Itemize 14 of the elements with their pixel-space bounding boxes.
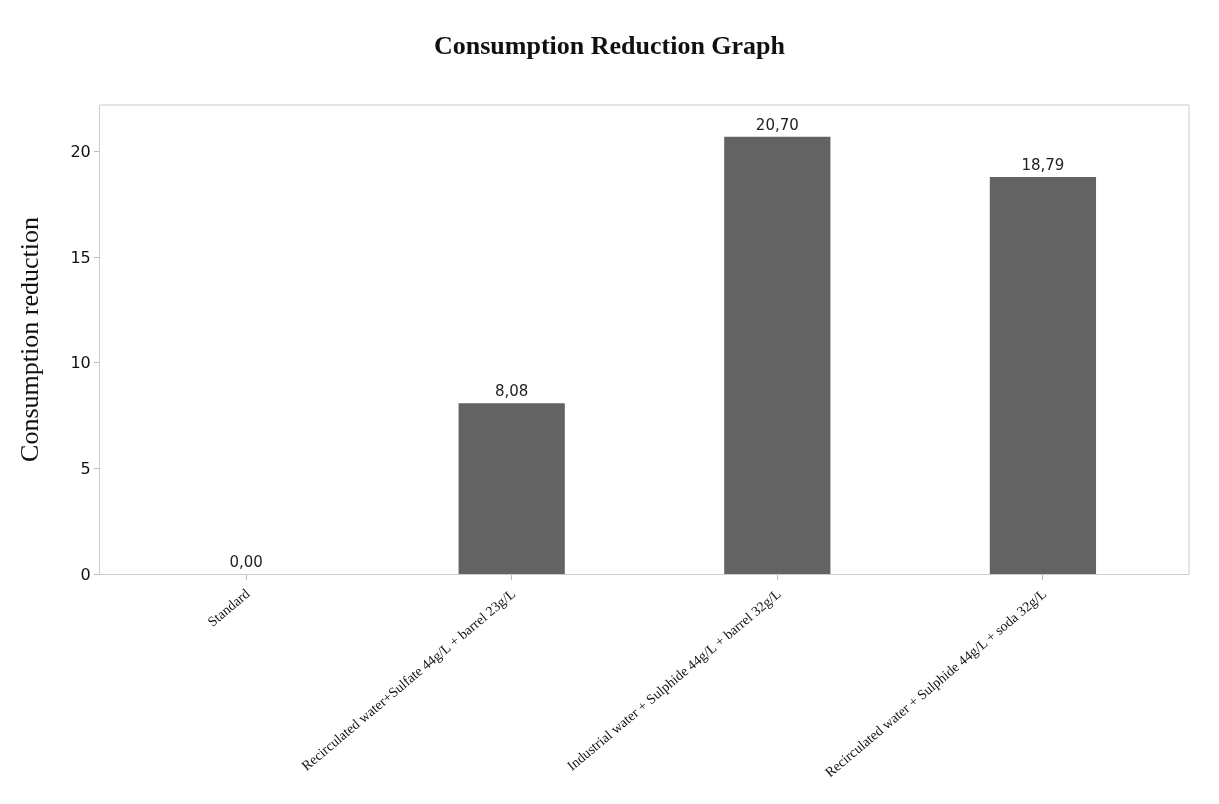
data-label: 18,79 xyxy=(1021,156,1065,175)
data-label: 8,08 xyxy=(494,382,529,401)
y-axis-title: Consumption reduction xyxy=(15,217,44,462)
y-tick-label: 0 xyxy=(80,564,91,584)
data-label: 20,70 xyxy=(755,115,799,134)
bar xyxy=(724,136,831,574)
bar xyxy=(458,403,565,574)
y-tick-label: 20 xyxy=(70,142,91,162)
y-tick-label: 15 xyxy=(70,247,91,267)
chart-title: Consumption Reduction Graph xyxy=(433,31,786,61)
y-tick-label: 10 xyxy=(70,353,91,373)
data-label: 0,00 xyxy=(229,553,263,571)
y-tick-label: 5 xyxy=(80,458,91,478)
bar xyxy=(989,177,1097,574)
